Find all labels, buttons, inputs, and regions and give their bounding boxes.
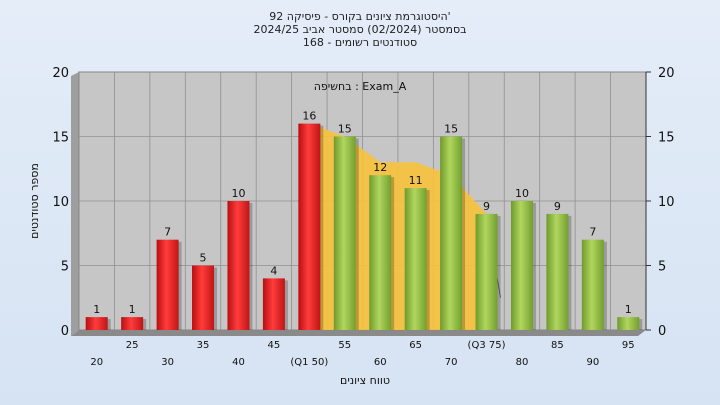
chart-title-line-2: בסמסטר (02/2024) סמסטר אביב 2024/25 <box>253 23 467 36</box>
bar <box>121 317 144 330</box>
bar <box>475 213 498 330</box>
bar <box>369 175 392 330</box>
bar <box>581 239 604 330</box>
bar-value-label: 11 <box>409 174 423 187</box>
bar-value-label: 5 <box>200 252 207 265</box>
bar <box>440 136 463 330</box>
y-tick-label-right: 0 <box>658 324 666 339</box>
x-tick-label: 95 <box>622 340 635 351</box>
x-tick-label: (Q1 50) <box>290 357 328 368</box>
bar-value-label: 9 <box>483 200 490 213</box>
bar <box>298 123 321 330</box>
bar-value-label: 1 <box>129 303 136 316</box>
bar-value-label: 15 <box>338 123 352 136</box>
y-axis-label: מספר סטודנטים <box>28 163 41 239</box>
x-axis-label: טווח ציונים <box>340 374 390 387</box>
x-tick-label: 30 <box>161 357 174 368</box>
bar <box>546 213 569 330</box>
bar-value-label: 4 <box>270 264 277 277</box>
bar-value-label: 7 <box>589 226 596 239</box>
bar-value-label: 1 <box>93 303 100 316</box>
y-tick-label-right: 5 <box>658 260 666 275</box>
bar-value-label: 9 <box>554 200 561 213</box>
bar-value-label: 16 <box>302 110 316 123</box>
y-tick-label-left: 15 <box>52 131 69 146</box>
bar <box>404 188 427 330</box>
chart-title-line-1: היסטוגרמת ציונים בקורס - פיסיקה 92' <box>269 10 451 23</box>
bar-value-label: 7 <box>164 226 171 239</box>
bar <box>617 317 640 330</box>
y-tick-label-left: 0 <box>61 324 69 339</box>
bar <box>333 136 356 330</box>
x-tick-label: 20 <box>90 357 103 368</box>
bar <box>192 265 215 330</box>
bar-value-label: 15 <box>444 123 458 136</box>
bar <box>510 201 533 330</box>
x-tick-label: 55 <box>338 340 351 351</box>
y-tick-label-right: 20 <box>658 66 675 81</box>
bar-value-label: 10 <box>231 187 245 200</box>
y-tick-label-left: 5 <box>61 260 69 275</box>
y-tick-label-left: 10 <box>52 195 69 210</box>
x-tick-label: 65 <box>409 340 422 351</box>
y-tick-label-right: 15 <box>658 131 675 146</box>
bar <box>156 239 179 330</box>
x-tick-label: 85 <box>551 340 564 351</box>
x-tick-label: (Q3 75) <box>468 340 506 351</box>
x-tick-label: 40 <box>232 357 245 368</box>
chart-annotation: בחשיפה : Exam_A <box>314 80 407 93</box>
plot-left-wall <box>71 72 79 336</box>
chart-title-line-3: סטודנטים רשומים - 168 <box>302 36 418 49</box>
plot-floor <box>71 330 646 336</box>
y-tick-label-left: 20 <box>52 66 69 81</box>
x-tick-label: 35 <box>197 340 210 351</box>
bar-value-label: 1 <box>625 303 632 316</box>
bar <box>262 278 285 330</box>
y-tick-label-right: 10 <box>658 195 675 210</box>
x-tick-label: 90 <box>586 357 599 368</box>
x-tick-label: 60 <box>374 357 387 368</box>
bar-value-label: 12 <box>373 161 387 174</box>
bar <box>227 201 250 330</box>
bar-value-label: 10 <box>515 187 529 200</box>
x-tick-label: 25 <box>126 340 139 351</box>
x-tick-label: 80 <box>516 357 529 368</box>
bar <box>85 317 108 330</box>
x-tick-label: 70 <box>445 357 458 368</box>
x-tick-label: 45 <box>268 340 281 351</box>
